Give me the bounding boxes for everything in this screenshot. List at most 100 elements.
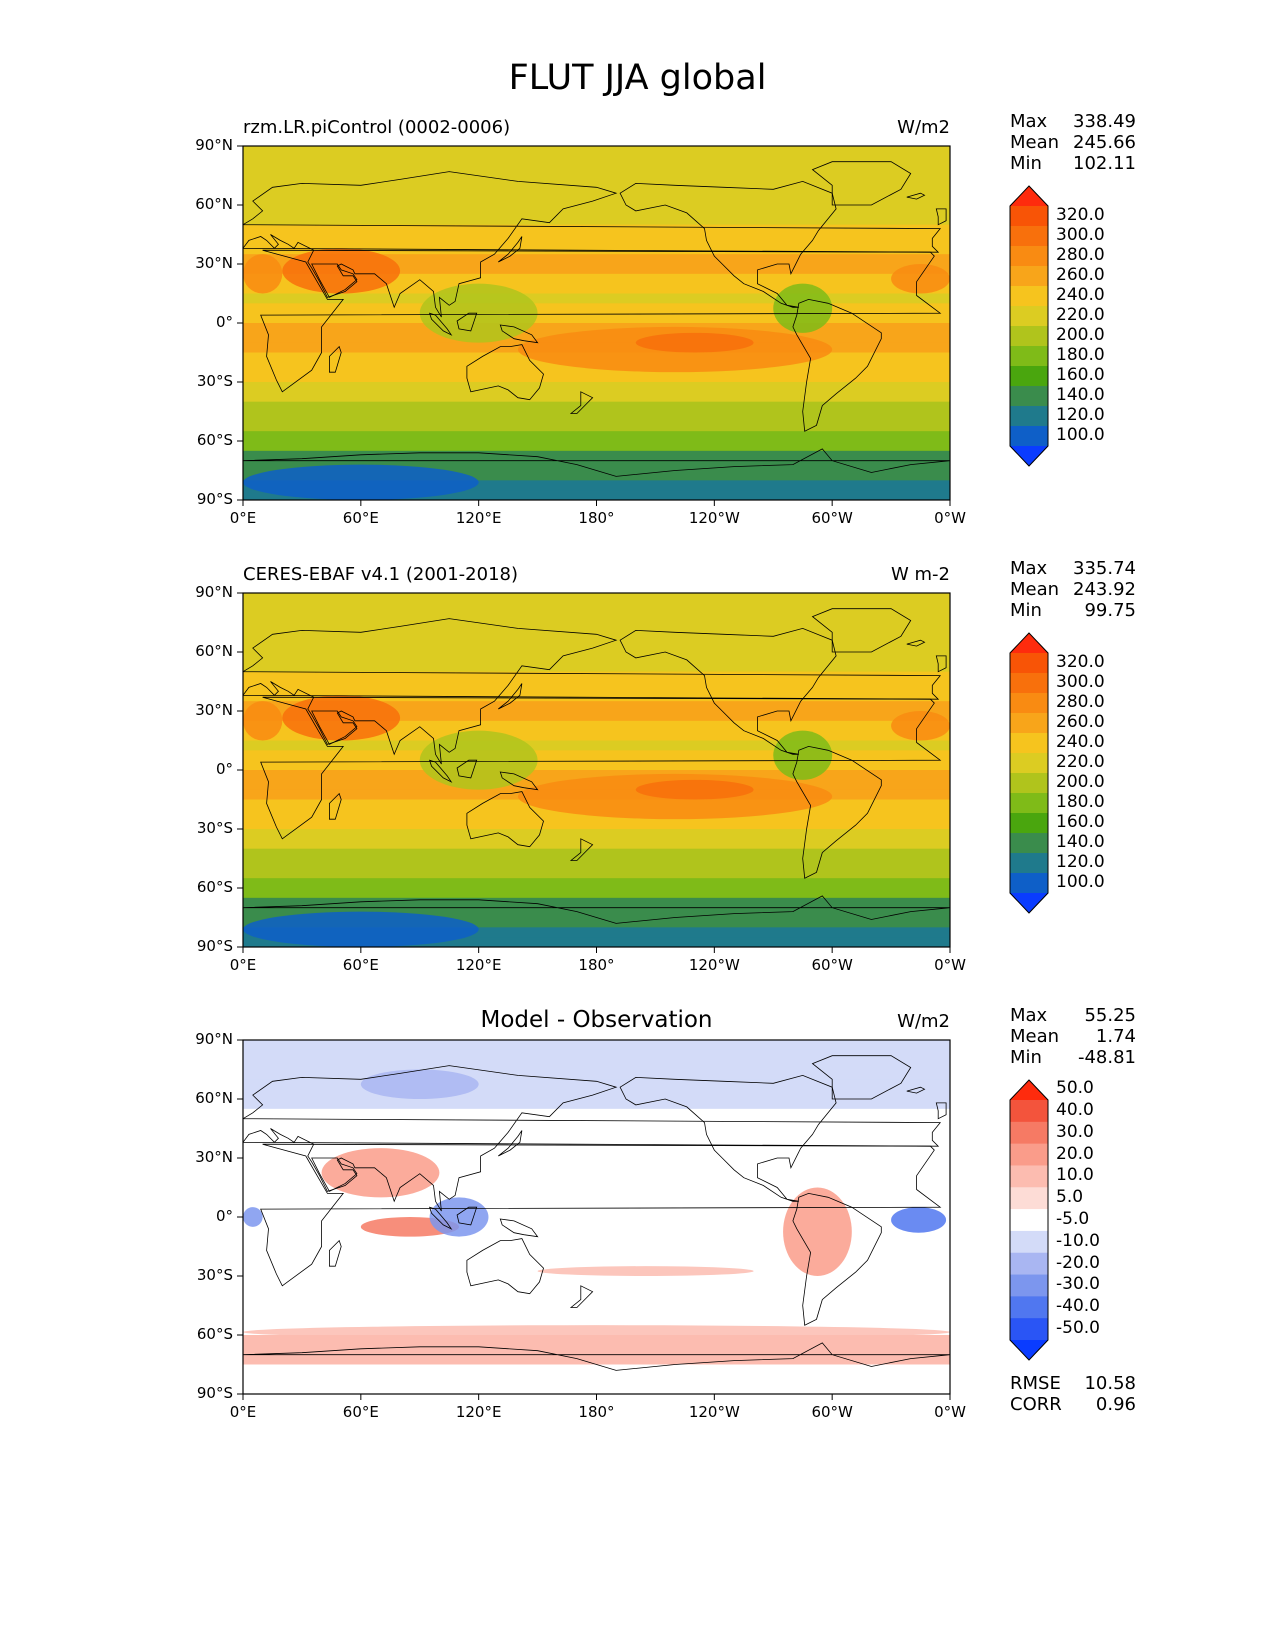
field-band [243, 888, 950, 899]
field-band [243, 829, 950, 840]
coastline [792, 1192, 882, 1326]
field-band [243, 642, 950, 653]
x-tick-label: 120°E [455, 509, 502, 527]
colorbar-segment [1010, 653, 1048, 674]
colorbar-segment [1010, 426, 1048, 447]
field-band [243, 671, 950, 682]
colorbar-label: 320.0 [1056, 205, 1105, 225]
field-band [243, 1226, 950, 1238]
x-tick-label: 60°W [811, 509, 853, 527]
coastline [243, 1342, 950, 1371]
coastline [243, 895, 950, 924]
field-region [282, 248, 401, 294]
colorbar-label: 320.0 [1056, 652, 1105, 672]
stat-name: Mean [1010, 579, 1060, 600]
coastline [456, 312, 478, 332]
field-band [243, 1118, 950, 1129]
stat-mean: Mean 245.66 [1010, 132, 1136, 153]
field-band [243, 897, 950, 909]
field-band [243, 1207, 950, 1218]
colorbar-segment [1010, 1165, 1048, 1188]
colorbar-segment [1010, 306, 1048, 327]
y-tick-label: 30°S [196, 819, 233, 837]
field-band [243, 701, 950, 712]
coastline [935, 208, 947, 226]
coastline [498, 1130, 523, 1157]
x-tick-label: 60°W [811, 956, 853, 974]
coastline [619, 180, 837, 308]
field-band [243, 264, 950, 275]
colorbar-label: 140.0 [1056, 385, 1105, 405]
colorbar-label: 160.0 [1056, 365, 1105, 385]
field-band [243, 1335, 950, 1346]
field-region [243, 254, 283, 294]
map-field-2 [243, 1040, 950, 1394]
colorbar-segment [1010, 1100, 1048, 1123]
panel-units: W m-2 [890, 564, 950, 585]
colorbar-label: 240.0 [1056, 285, 1105, 305]
colorbar-0 [1009, 185, 1049, 467]
stat-name: Mean [1010, 1026, 1060, 1047]
colorbar-label: -30.0 [1056, 1274, 1100, 1295]
panel-title: Model - Observation [480, 1007, 713, 1033]
panel-label: rzm.LR.piControl (0002-0006) [243, 117, 511, 138]
stat-mean: Mean 1.74 [1010, 1026, 1136, 1047]
colorbar-label: 240.0 [1056, 732, 1105, 752]
colorbar-label: 300.0 [1056, 672, 1105, 692]
coastline [456, 759, 478, 779]
field-band [243, 411, 950, 422]
y-tick-label: 90°S [196, 1384, 233, 1402]
field-band [243, 391, 950, 403]
field-band [243, 730, 950, 741]
y-tick-label: 90°N [195, 136, 233, 154]
stat-value: 243.92 [1073, 579, 1136, 600]
field-band [243, 927, 950, 938]
field-band [243, 1384, 950, 1394]
field-region [891, 264, 950, 294]
colorbar-segment [1010, 1121, 1048, 1145]
colorbar-label: 5.0 [1056, 1187, 1084, 1208]
field-region [419, 730, 538, 790]
field-band [243, 1236, 950, 1247]
x-tick-label: 60°E [342, 509, 379, 527]
coastline [260, 249, 942, 393]
stat-name: Max [1010, 1005, 1048, 1026]
field-band [243, 622, 950, 633]
field-region [891, 711, 950, 741]
field-band [243, 205, 950, 216]
stat-value: 1.74 [1095, 1026, 1136, 1047]
x-tick-label: 180° [578, 1403, 615, 1421]
colorbar-segment [1010, 346, 1048, 367]
field-region [360, 1069, 479, 1099]
field-band [243, 760, 950, 771]
colorbar-segment [1010, 733, 1048, 754]
colorbar-extend-min [1010, 893, 1048, 913]
coastline [811, 1055, 912, 1100]
field-band [243, 293, 950, 304]
coastline [311, 263, 358, 298]
colorbar-label: 180.0 [1056, 345, 1105, 365]
y-tick-label: 60°N [195, 1089, 233, 1107]
field-band [243, 1187, 950, 1198]
colorbar-extend-min [1010, 1340, 1048, 1360]
field-band [243, 283, 950, 294]
field-band [243, 1364, 950, 1375]
coastline [792, 745, 882, 879]
coastline [906, 192, 926, 200]
colorbar-label: -50.0 [1056, 1318, 1100, 1339]
stat-name: Max [1010, 111, 1048, 132]
colorbar-segment [1010, 1318, 1048, 1341]
field-band [243, 1128, 950, 1139]
field-band [243, 661, 950, 673]
coastline [619, 1074, 837, 1202]
colorbar-segment [1010, 366, 1048, 387]
field-band [243, 323, 950, 334]
colorbar-segment [1010, 813, 1048, 834]
colorbar-label: 260.0 [1056, 712, 1105, 732]
x-tick-label: 0°E [229, 509, 257, 527]
field-region [282, 695, 401, 741]
colorbar-segment [1010, 1252, 1048, 1276]
field-band [243, 632, 950, 643]
x-tick-label: 120°W [688, 956, 740, 974]
